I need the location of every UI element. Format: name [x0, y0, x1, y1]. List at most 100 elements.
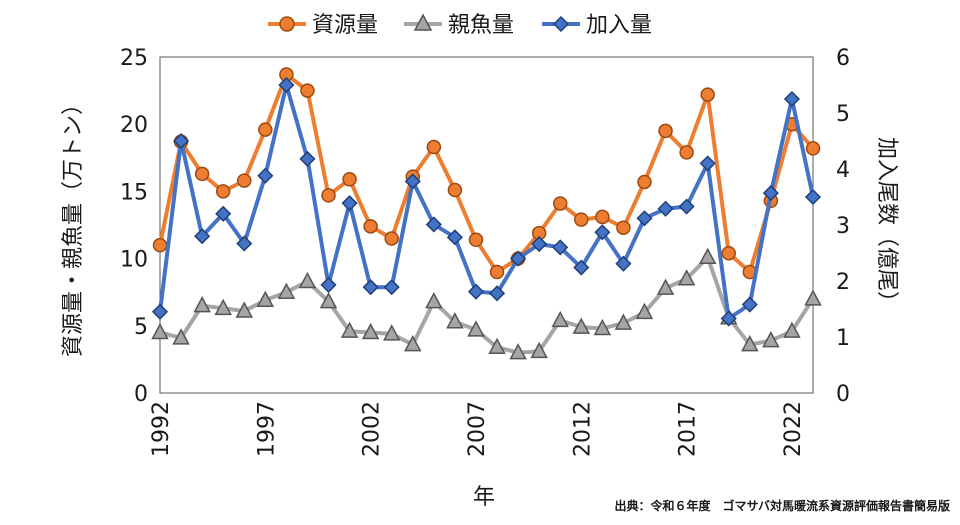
legend-label-recruit: 加入量: [586, 13, 652, 38]
data-point-triangle: [656, 278, 675, 295]
series-triangle: [151, 247, 822, 360]
data-point-circle: [342, 172, 357, 187]
data-point-circle: [384, 231, 399, 246]
data-point-circle: [700, 87, 715, 102]
data-point-diamond: [699, 155, 716, 172]
data-point-circle: [321, 188, 336, 203]
data-point-circle: [552, 196, 568, 211]
data-point-triangle: [762, 330, 780, 348]
data-point-diamond: [236, 235, 253, 252]
data-point-triangle: [193, 296, 211, 313]
legend-marker-recruit: [552, 15, 570, 33]
data-point-circle: [721, 245, 736, 261]
y-tick-left: 0: [134, 382, 148, 407]
data-point-triangle: [151, 322, 169, 340]
data-point-triangle: [698, 247, 717, 265]
data-point-circle: [152, 237, 168, 253]
data-point-triangle: [572, 317, 591, 334]
y-tick-left: 15: [120, 180, 148, 205]
data-point-circle: [595, 209, 610, 225]
data-point-circle: [447, 182, 463, 198]
x-tick-group: 1997: [254, 401, 279, 457]
x-tick: 2012: [570, 401, 595, 457]
y-tick-left: 25: [120, 46, 148, 71]
plot-area: [159, 56, 814, 394]
data-point-triangle: [804, 289, 822, 306]
y-axis-left-title: 資源量・親魚量（万トン）: [61, 93, 86, 357]
data-point-triangle: [635, 302, 654, 320]
data-point-diamond: [594, 224, 611, 241]
data-point-circle: [363, 219, 378, 234]
data-point-circle: [300, 83, 315, 98]
data-point-diamond: [194, 228, 211, 245]
y-tick-right: 4: [836, 158, 850, 183]
data-point-diamond: [341, 195, 358, 212]
series-line: [158, 72, 815, 274]
data-point-triangle: [530, 341, 548, 359]
legend: 資源量 親魚量 加入量: [268, 13, 652, 38]
y-tick-right: 2: [836, 270, 850, 295]
data-point-diamond: [762, 185, 779, 202]
x-tick: 1997: [254, 401, 279, 457]
data-point-diamond: [678, 198, 695, 215]
data-point-diamond: [215, 205, 232, 222]
data-point-diamond: [404, 173, 421, 190]
series-layer: [151, 67, 822, 360]
series-diamond: [151, 76, 822, 327]
x-tick: 2002: [360, 401, 385, 457]
data-point-diamond: [173, 132, 190, 150]
tick-labels: 0 5 10 15 20 25 0 1 2 3 4 5 6 1992 1997 2002 2007 2012 201…: [120, 46, 850, 457]
y-tick-right: 0: [836, 382, 850, 407]
data-point-triangle: [382, 324, 401, 341]
legend-marker-resource: [279, 16, 295, 32]
data-point-circle: [489, 264, 505, 280]
data-point-circle: [616, 220, 631, 235]
x-tick-group: 2022: [781, 401, 806, 457]
data-point-triangle: [235, 301, 254, 318]
data-point-triangle: [277, 282, 296, 299]
x-tick: 2022: [781, 401, 806, 457]
data-point-triangle: [446, 312, 464, 329]
data-point-circle: [679, 145, 694, 160]
data-point-circle: [468, 232, 484, 248]
legend-label-resource: 資源量: [312, 13, 378, 38]
data-point-triangle: [509, 343, 527, 360]
data-point-triangle: [319, 292, 338, 309]
data-point-triangle: [741, 335, 759, 352]
x-tick: 2017: [676, 401, 701, 457]
data-point-diamond: [488, 285, 506, 302]
data-point-diamond: [467, 283, 485, 300]
data-point-diamond: [299, 150, 316, 167]
data-point-triangle: [256, 290, 275, 308]
data-point-circle: [194, 166, 210, 182]
legend-label-parent: 親魚量: [448, 13, 514, 38]
data-point-triangle: [467, 320, 485, 337]
data-point-triangle: [488, 337, 506, 355]
data-point-diamond: [552, 239, 569, 256]
data-point-triangle: [340, 321, 359, 338]
data-point-diamond: [257, 167, 274, 184]
x-tick: 1992: [149, 401, 174, 457]
data-point-diamond: [151, 303, 169, 320]
x-tick-group: 2012: [570, 401, 595, 457]
data-point-diamond: [657, 200, 674, 217]
data-point-triangle: [214, 298, 232, 316]
data-point-triangle: [551, 310, 569, 328]
x-tick-group: 1992: [149, 401, 174, 457]
data-point-diamond: [720, 310, 737, 327]
data-point-circle: [215, 184, 231, 199]
data-point-triangle: [593, 318, 612, 336]
data-point-triangle: [783, 321, 801, 338]
data-point-diamond: [741, 296, 758, 313]
y-tick-right: 5: [836, 102, 850, 127]
x-tick-group: 2007: [465, 401, 490, 457]
series-line: [158, 83, 815, 321]
y-tick-right: 1: [836, 326, 850, 351]
data-point-diamond: [446, 229, 463, 246]
data-point-diamond: [278, 76, 295, 94]
data-point-triangle: [172, 328, 190, 345]
data-point-diamond: [425, 216, 442, 233]
data-point-diamond: [320, 276, 337, 293]
y-axis-right-title: 加入尾数（億尾）: [874, 137, 899, 313]
